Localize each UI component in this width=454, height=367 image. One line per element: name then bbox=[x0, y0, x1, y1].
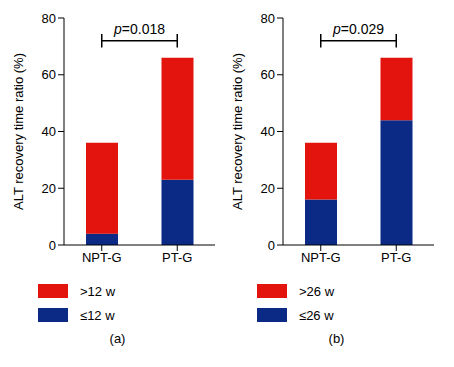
svg-text:ALT recovery time ratio (%): ALT recovery time ratio (%) bbox=[11, 53, 26, 210]
svg-text:80: 80 bbox=[42, 11, 56, 26]
svg-text:PT-G: PT-G bbox=[162, 250, 192, 265]
html-text:≤26 w: ≤26 w bbox=[299, 307, 334, 323]
svg-text:20: 20 bbox=[42, 181, 56, 196]
svg-text:NPT-G: NPT-G bbox=[82, 250, 122, 265]
svg-text:ALT recovery time ratio (%): ALT recovery time ratio (%) bbox=[230, 53, 245, 210]
svg-text:p=0.018: p=0.018 bbox=[113, 21, 165, 37]
html-text:>26 w: >26 w bbox=[299, 283, 335, 299]
svg-text:NPT-G: NPT-G bbox=[301, 250, 341, 265]
svg-text:0: 0 bbox=[49, 238, 56, 253]
html-text:(a): (a) bbox=[109, 331, 126, 346]
svg-text:PT-G: PT-G bbox=[381, 250, 411, 265]
html-text:≤12 w: ≤12 w bbox=[80, 307, 115, 323]
svg-text:20: 20 bbox=[261, 181, 275, 196]
svg-text:80: 80 bbox=[261, 11, 275, 26]
svg-text:0: 0 bbox=[268, 238, 275, 253]
html-text:>12 w: >12 w bbox=[80, 283, 116, 299]
svg-text:60: 60 bbox=[42, 67, 56, 82]
svg-text:p=0.029: p=0.029 bbox=[332, 21, 384, 37]
svg-text:40: 40 bbox=[261, 124, 275, 139]
svg-text:40: 40 bbox=[42, 124, 56, 139]
svg-text:60: 60 bbox=[261, 67, 275, 82]
html-text:(b): (b) bbox=[328, 331, 345, 346]
